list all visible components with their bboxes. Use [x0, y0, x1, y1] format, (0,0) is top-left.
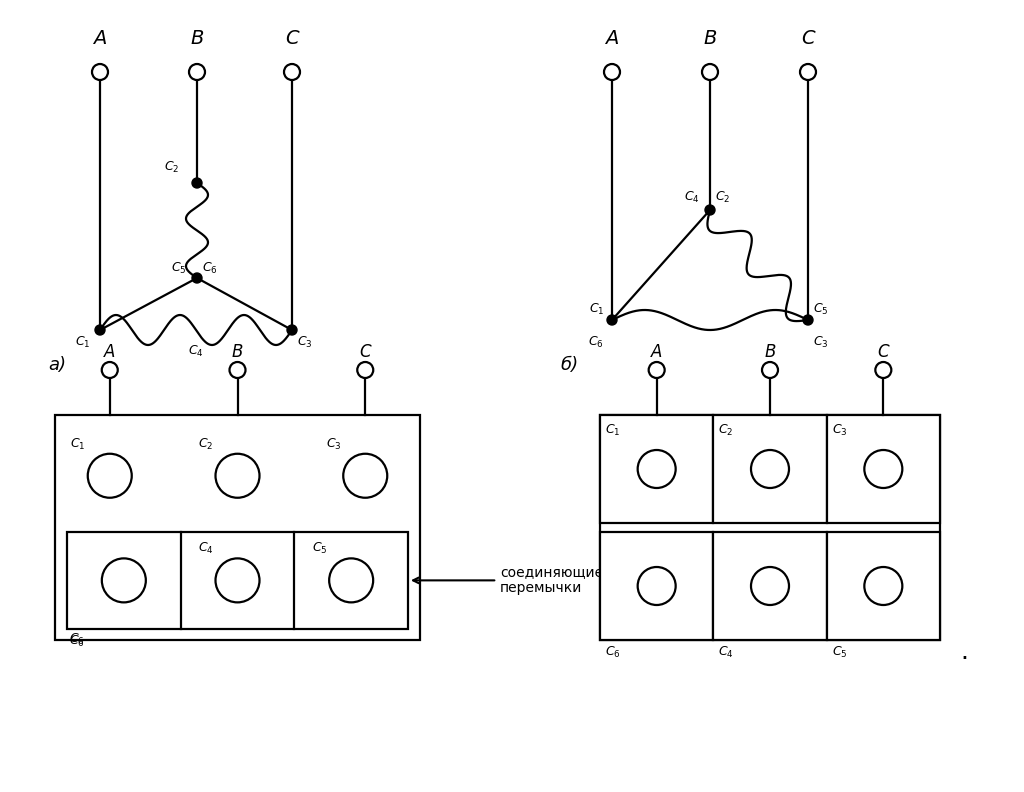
Circle shape [92, 64, 108, 80]
Circle shape [284, 64, 300, 80]
Text: $C_6$: $C_6$ [605, 645, 621, 660]
Text: $C_1$: $C_1$ [605, 423, 621, 438]
Text: $C_1$: $C_1$ [71, 436, 86, 451]
Text: $C_5$: $C_5$ [171, 261, 187, 276]
Circle shape [101, 558, 145, 603]
Circle shape [95, 325, 105, 335]
Circle shape [343, 454, 387, 497]
Circle shape [607, 315, 617, 325]
Circle shape [800, 64, 816, 80]
Text: $C_6$: $C_6$ [69, 632, 85, 647]
Text: $C_2$: $C_2$ [164, 160, 179, 175]
Circle shape [864, 567, 902, 605]
Text: B: B [231, 343, 243, 361]
Circle shape [193, 273, 202, 283]
Circle shape [357, 362, 374, 378]
Text: $C_1$: $C_1$ [75, 335, 90, 350]
Circle shape [638, 450, 676, 488]
Bar [55, 415, 420, 640]
Circle shape [751, 450, 790, 488]
Text: $C_6$: $C_6$ [202, 261, 218, 276]
Circle shape [762, 362, 778, 378]
Circle shape [88, 454, 132, 497]
Text: C: C [878, 343, 889, 361]
Text: $C_4$: $C_4$ [188, 344, 204, 359]
Text: C: C [286, 29, 299, 48]
Circle shape [215, 558, 259, 603]
Circle shape [864, 450, 902, 488]
Text: $C_3$: $C_3$ [297, 335, 312, 350]
Text: a): a) [48, 356, 66, 374]
Text: $C_2$: $C_2$ [715, 190, 730, 205]
Circle shape [638, 567, 676, 605]
Bar [714, 532, 826, 640]
Bar [600, 532, 714, 640]
Text: B: B [703, 29, 717, 48]
Text: $C_5$: $C_5$ [311, 541, 327, 556]
Text: C: C [801, 29, 815, 48]
Text: $C_5$: $C_5$ [813, 302, 828, 317]
Circle shape [189, 64, 205, 80]
Circle shape [705, 205, 715, 215]
Text: .: . [961, 640, 968, 664]
Circle shape [604, 64, 620, 80]
Bar [600, 415, 714, 523]
Text: A: A [104, 343, 116, 361]
Text: соединяющие
перемычки: соединяющие перемычки [413, 565, 603, 596]
Circle shape [876, 362, 891, 378]
Text: $C_3$: $C_3$ [326, 436, 341, 451]
Text: A: A [93, 29, 106, 48]
Text: $C_2$: $C_2$ [718, 423, 733, 438]
Text: $C_4$: $C_4$ [718, 645, 734, 660]
Text: $C_4$: $C_4$ [198, 541, 213, 556]
Text: $C_5$: $C_5$ [831, 645, 847, 660]
Text: б): б) [560, 356, 579, 374]
Circle shape [751, 567, 790, 605]
Circle shape [803, 315, 813, 325]
Circle shape [287, 325, 297, 335]
Text: $C_3$: $C_3$ [831, 423, 847, 438]
Text: B: B [764, 343, 776, 361]
Circle shape [702, 64, 718, 80]
Text: $C_4$: $C_4$ [684, 190, 700, 205]
Circle shape [193, 178, 202, 188]
Text: A: A [651, 343, 663, 361]
Bar [600, 415, 940, 640]
Text: $C_2$: $C_2$ [199, 436, 213, 451]
Bar [714, 415, 826, 523]
Text: A: A [605, 29, 618, 48]
Circle shape [229, 362, 246, 378]
Text: B: B [190, 29, 204, 48]
Bar [826, 532, 940, 640]
Circle shape [648, 362, 665, 378]
Text: $C_3$: $C_3$ [813, 335, 828, 350]
Text: $C_6$: $C_6$ [588, 335, 604, 350]
Circle shape [329, 558, 373, 603]
Text: C: C [359, 343, 371, 361]
Bar [826, 415, 940, 523]
Text: $C_1$: $C_1$ [589, 302, 604, 317]
Circle shape [101, 362, 118, 378]
Bar [67, 532, 408, 629]
Circle shape [215, 454, 259, 497]
Text: $C_6$: $C_6$ [69, 634, 85, 649]
